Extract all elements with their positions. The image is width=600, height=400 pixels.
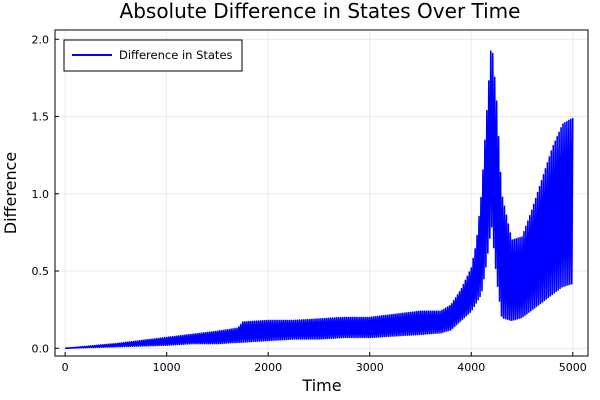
series-line (65, 50, 574, 350)
x-tick-label: 0 (62, 361, 69, 374)
x-tick-label: 4000 (457, 361, 485, 374)
y-tick-label: 0.0 (32, 342, 50, 355)
x-tick-label: 2000 (254, 361, 282, 374)
chart-title: Absolute Difference in States Over Time (120, 0, 521, 23)
series-layer (65, 50, 574, 350)
legend: Difference in States (63, 39, 243, 72)
x-axis-label: Time (301, 376, 341, 395)
ticks: 0 1000 2000 3000 4000 5000 0.0 0.5 1.0 1.5 2.0 (32, 33, 587, 374)
y-tick-label: 2.0 (32, 33, 50, 46)
y-axis-label: Difference (1, 152, 20, 234)
plot-frame (54, 29, 589, 357)
y-tick-label: 0.5 (32, 265, 50, 278)
y-tick-label: 1.0 (32, 188, 50, 201)
legend-label: Difference in States (119, 48, 233, 62)
y-tick-label: 1.5 (32, 111, 50, 124)
x-tick-label: 5000 (559, 361, 587, 374)
x-tick-label: 1000 (153, 361, 181, 374)
x-tick-label: 3000 (356, 361, 384, 374)
